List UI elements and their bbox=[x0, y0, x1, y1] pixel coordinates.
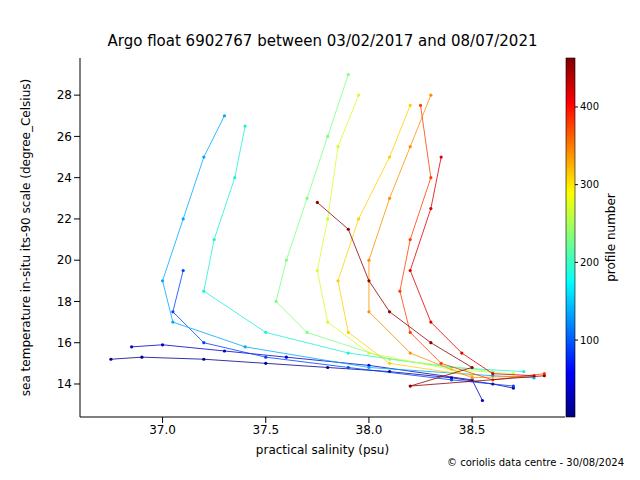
svg-text:200: 200 bbox=[580, 257, 599, 268]
svg-text:38.0: 38.0 bbox=[356, 423, 383, 437]
svg-text:38.5: 38.5 bbox=[459, 423, 486, 437]
svg-text:28: 28 bbox=[57, 88, 72, 102]
svg-text:18: 18 bbox=[57, 295, 72, 309]
svg-text:16: 16 bbox=[57, 336, 72, 350]
svg-text:14: 14 bbox=[57, 377, 72, 391]
svg-text:profile number: profile number bbox=[604, 193, 618, 282]
svg-text:100: 100 bbox=[580, 335, 599, 346]
svg-text:sea temperature in-situ its-90: sea temperature in-situ its-90 scale (de… bbox=[19, 79, 33, 396]
svg-text:37.0: 37.0 bbox=[149, 423, 176, 437]
html-text:Argo float 6902767 between 03/: Argo float 6902767 between 03/02/2017 an… bbox=[107, 32, 538, 50]
svg-text:400: 400 bbox=[580, 101, 599, 112]
svg-text:26: 26 bbox=[57, 130, 72, 144]
svg-text:practical salinity (psu): practical salinity (psu) bbox=[256, 443, 389, 457]
html-text:© coriolis data centre - 30/08: © coriolis data centre - 30/08/2024 bbox=[447, 457, 624, 468]
svg-text:22: 22 bbox=[57, 212, 72, 226]
svg-text:24: 24 bbox=[57, 171, 72, 185]
svg-text:20: 20 bbox=[57, 253, 72, 267]
svg-text:300: 300 bbox=[580, 179, 599, 190]
svg-text:37.5: 37.5 bbox=[252, 423, 279, 437]
